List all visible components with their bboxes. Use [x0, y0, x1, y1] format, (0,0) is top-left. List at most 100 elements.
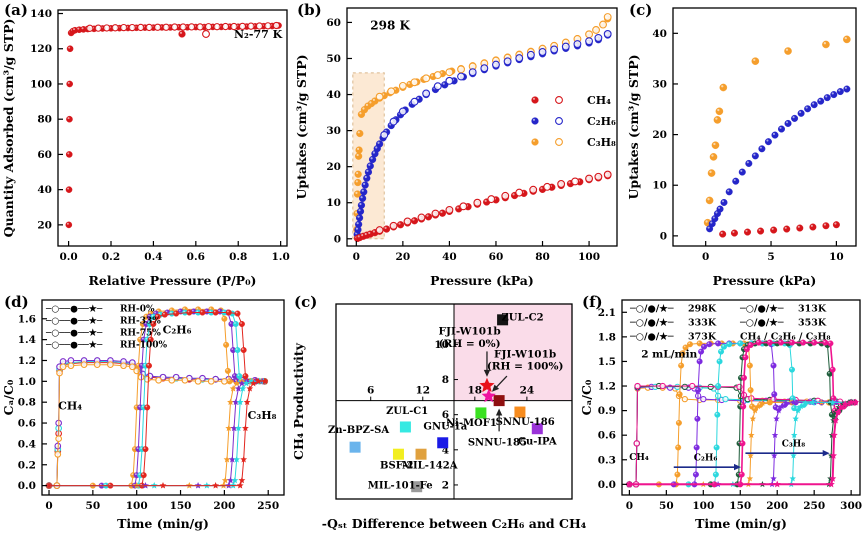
top-row: (a) 0.0 0.2 0.4 0.6 0.8 1.0 20 40 60 80 100 120 140 R…	[1, 0, 857, 292]
svg-text:N₂-77 K: N₂-77 K	[234, 28, 283, 41]
series-ch4	[719, 221, 840, 238]
svg-text:40: 40	[326, 89, 341, 101]
svg-text:40: 40	[652, 28, 667, 40]
panel-f: (f) 0 50 100 150 200 250 300 0.0 0.3 0.6 0.9 1.2 1.5…	[578, 292, 866, 535]
svg-text:300: 300	[840, 500, 862, 512]
svg-text:1.2: 1.2	[18, 355, 36, 367]
svg-text:313K: 313K	[798, 304, 827, 315]
svg-text:0.0: 0.0	[598, 479, 616, 491]
annotation: C₃H₈	[248, 409, 277, 422]
series-gnu-1a	[437, 437, 449, 449]
plot-frame	[57, 9, 288, 247]
svg-text:60: 60	[37, 149, 52, 161]
svg-text:120: 120	[30, 43, 52, 55]
x-axis-label: Time (min/g)	[117, 516, 209, 531]
arrowhead	[492, 384, 500, 392]
svg-text:─○/●/★─: ─○/●/★─	[739, 304, 784, 315]
svg-text:0.8: 0.8	[229, 251, 247, 263]
arrowhead	[495, 408, 503, 416]
panel-c-chart: 0 5 10 0 10 20 30 40 Pressure (kPa) Uptakes (cm³/…	[626, 7, 857, 288]
svg-text:20: 20	[652, 129, 667, 141]
annotation: MIL-101-Fe	[368, 480, 433, 491]
svg-text:RH-75%: RH-75%	[120, 329, 161, 339]
legend-item: ─○──●──★─ RH-100%	[45, 340, 168, 351]
svg-text:0.6: 0.6	[598, 430, 616, 442]
annotation: FJI-W101b (RH = 100%)	[487, 349, 564, 373]
svg-text:CH₄ / C₂H₆ / C₃H₈: CH₄ / C₂H₆ / C₃H₈	[740, 332, 831, 343]
annotation: BSF-2	[380, 460, 413, 471]
panel-b-label: (b)	[297, 1, 322, 19]
series-c3h8-rh-100%	[45, 377, 265, 489]
svg-text:40: 40	[442, 251, 457, 263]
svg-text:RH-0%: RH-0%	[120, 305, 155, 315]
svg-text:0.9: 0.9	[598, 405, 616, 417]
svg-text:0.2: 0.2	[102, 251, 120, 263]
svg-text:5: 5	[767, 251, 774, 263]
series-c2h6	[706, 85, 851, 233]
svg-text:0: 0	[353, 251, 360, 263]
svg-text:RH-33%: RH-33%	[120, 317, 161, 327]
panel-f-label: (f)	[582, 293, 603, 311]
series-cu-ipa	[531, 423, 543, 435]
series-c3h8-rh-0%	[45, 377, 269, 489]
svg-text:1.2: 1.2	[598, 381, 616, 393]
series-zul-c1	[399, 421, 411, 433]
svg-text:373K: 373K	[688, 332, 717, 343]
svg-text:333K: 333K	[688, 318, 717, 329]
svg-text:0: 0	[660, 230, 667, 242]
series-c3h8	[703, 35, 851, 227]
svg-text:1.5: 1.5	[598, 356, 616, 368]
svg-text:50: 50	[86, 500, 101, 512]
svg-text:20: 20	[396, 251, 411, 263]
svg-text:18: 18	[468, 385, 483, 397]
annotation: SNNU-186	[496, 417, 555, 428]
legend-item: ─○/●/★─ 353K	[739, 318, 827, 329]
plot-frame	[335, 303, 573, 500]
series-fji-w101b-rh=0%	[479, 377, 495, 393]
annotation: Cu-IPA	[518, 437, 557, 448]
svg-text:0.4: 0.4	[18, 438, 36, 450]
svg-text:353K: 353K	[798, 318, 827, 329]
annotation: SNNU-185	[468, 437, 527, 448]
svg-text:0.6: 0.6	[187, 251, 205, 263]
y-axis-label: Uptakes (cm³/g STP)	[626, 54, 641, 199]
svg-text:─○/●/★─: ─○/●/★─	[629, 318, 674, 329]
svg-text:24: 24	[520, 385, 535, 397]
svg-text:0: 0	[702, 251, 709, 263]
legend-item: ─○/●/★─ 373K	[629, 332, 717, 343]
highlight-region	[454, 304, 572, 401]
svg-text:200: 200	[766, 500, 788, 512]
svg-text:250: 250	[257, 500, 279, 512]
arrowhead	[822, 450, 830, 457]
legend-item: ─○/●/★─ 333K	[629, 318, 717, 329]
panel-a-label: (a)	[4, 1, 28, 19]
panel-d-chart: 0 50 100 150 200 250 0.0 0.2 0.4 0.6 0.8 1.0 1.2 1.4 1…	[1, 299, 285, 531]
svg-text:60: 60	[489, 251, 504, 263]
annotation: C₂H₆	[163, 323, 192, 336]
svg-text:─○/●/★─: ─○/●/★─	[629, 304, 674, 315]
svg-text:8: 8	[442, 374, 449, 386]
panel-e-label: (c)	[294, 293, 318, 311]
series-bsf-2	[392, 448, 404, 460]
annotation: 2 mL/min	[641, 348, 697, 360]
svg-text:140: 140	[30, 8, 52, 20]
arrowhead	[483, 369, 491, 377]
svg-text:250: 250	[803, 500, 825, 512]
panel-b: (b) 0 20 40 60 80 100 0 10 20 30 40 50 60 Pressure (k…	[293, 0, 625, 292]
y-axis-label: Uptakes (cm³/g STP)	[294, 54, 309, 199]
svg-text:80: 80	[37, 114, 52, 126]
svg-text:298K: 298K	[688, 304, 717, 315]
legend-item: CH₄	[531, 94, 611, 107]
panel-c-label: (c)	[629, 1, 653, 19]
panel-d: (d) 0 50 100 150 200 250 0.0 0.2 0.4 0.6 0.8 1.0 1.2…	[0, 292, 290, 535]
svg-text:20: 20	[326, 161, 341, 173]
svg-text:1.6: 1.6	[18, 313, 36, 325]
svg-text:0.3: 0.3	[598, 454, 616, 466]
svg-text:100: 100	[692, 500, 714, 512]
svg-text:0.6: 0.6	[18, 418, 36, 430]
legend-item: ─○──●──★─ RH-33%	[45, 316, 161, 327]
annotation: 298 K	[370, 19, 410, 33]
svg-text:6: 6	[367, 385, 374, 397]
